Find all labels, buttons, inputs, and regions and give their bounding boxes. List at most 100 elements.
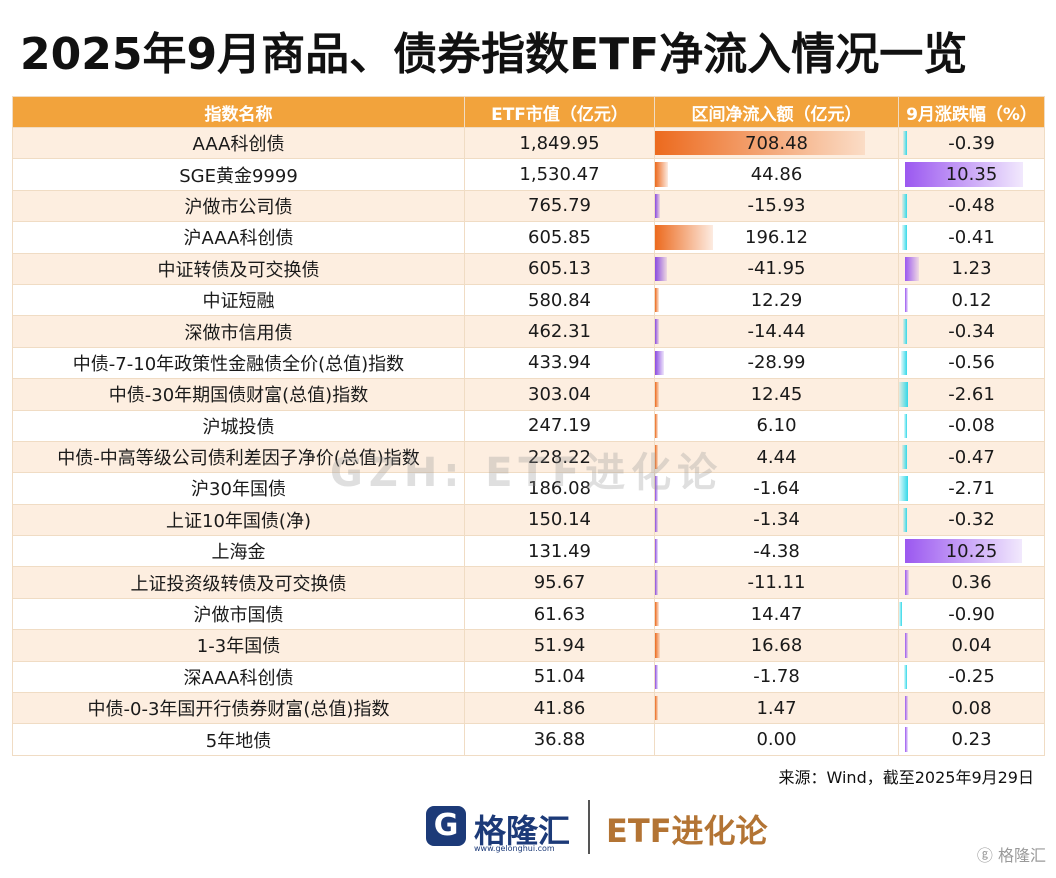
inflow-value-label: -1.34	[753, 509, 800, 531]
table-row: SGE黄金9999 1,530.47 44.86 10.35	[12, 158, 1045, 191]
source-note: 来源：Wind，截至2025年9月29日	[778, 768, 1034, 787]
cell-index-name: 中债-30年期国债财富(总值)指数	[12, 378, 465, 411]
inflow-value-label: 44.86	[750, 164, 803, 186]
change-data-bar	[901, 444, 907, 470]
change-value-label: 0.36	[951, 572, 992, 594]
change-value-label: 0.12	[951, 289, 992, 311]
table-row: 深AAA科创债 51.04 -1.78 -0.25	[12, 660, 1045, 694]
cell-sept-change: -2.71	[898, 472, 1045, 505]
cell-index-name: 中债-中高等级公司债利差因子净价(总值)指数	[12, 440, 465, 474]
cell-index-name: 沪AAA科创债	[12, 221, 465, 254]
table-row: 上证投资级转债及可交换债 95.67 -11.11 0.36	[12, 566, 1045, 599]
cell-sept-change: -0.08	[898, 409, 1045, 442]
change-value-label: 10.35	[945, 164, 998, 186]
inflow-value-label: 12.45	[750, 383, 803, 405]
header-index-name: 指数名称	[12, 96, 465, 128]
inflow-value-label: -1.78	[753, 666, 800, 688]
cell-net-inflow: 12.45	[654, 378, 899, 411]
change-value-label: 1.23	[951, 258, 992, 280]
logo-divider	[588, 800, 590, 854]
cell-market-value: 186.08	[464, 472, 655, 505]
logo-name: 格隆汇	[474, 812, 571, 850]
inflow-data-bar	[655, 664, 658, 690]
inflow-data-bar	[655, 193, 660, 219]
cell-sept-change: 10.25	[898, 535, 1045, 568]
table-row: 深做市信用债 462.31 -14.44 -0.34	[12, 315, 1045, 348]
cell-net-inflow: -28.99	[654, 346, 899, 380]
page-title: 2025年9月商品、债券指数ETF净流入情况一览	[20, 29, 968, 80]
cell-net-inflow: 1.47	[654, 692, 899, 725]
inflow-value-label: -28.99	[747, 352, 806, 374]
change-value-label: -2.71	[948, 477, 995, 499]
cell-sept-change: -0.41	[898, 221, 1045, 254]
change-data-bar	[899, 476, 909, 501]
cell-index-name: 上证10年国债(净)	[12, 503, 465, 537]
cell-index-name: 中债-0-3年国开行债券财富(总值)指数	[12, 692, 465, 725]
change-data-bar	[904, 413, 907, 438]
cell-sept-change: 10.35	[898, 158, 1045, 191]
cell-market-value: 462.31	[464, 315, 655, 348]
cell-sept-change: 1.23	[898, 252, 1045, 285]
inflow-data-bar	[655, 570, 659, 595]
table-row: 中债-30年期国债财富(总值)指数 303.04 12.45 -2.61	[12, 378, 1045, 411]
change-data-bar	[905, 633, 908, 658]
change-data-bar	[905, 570, 910, 595]
cell-sept-change: -0.47	[898, 440, 1045, 474]
cell-index-name: 沪30年国债	[12, 472, 465, 505]
cell-net-inflow: -1.78	[654, 660, 899, 694]
inflow-value-label: 14.47	[750, 603, 803, 625]
cell-sept-change: -0.34	[898, 315, 1045, 348]
inflow-data-bar	[655, 225, 714, 250]
cell-sept-change: 0.12	[898, 283, 1045, 317]
inflow-value-label: 4.44	[756, 446, 797, 468]
cell-market-value: 303.04	[464, 378, 655, 411]
change-value-label: 0.08	[951, 697, 992, 719]
change-value-label: -0.25	[948, 666, 995, 688]
cell-index-name: SGE黄金9999	[12, 158, 465, 191]
cell-sept-change: 0.36	[898, 566, 1045, 599]
cell-sept-change: -0.32	[898, 503, 1045, 537]
table-row: 1-3年国债 51.94 16.68 0.04	[12, 629, 1045, 662]
inflow-data-bar	[655, 601, 660, 627]
inflow-value-label: -41.95	[747, 258, 806, 280]
table-row: 沪城投债 247.19 6.10 -0.08	[12, 409, 1045, 442]
cell-market-value: 36.88	[464, 723, 655, 756]
cell-index-name: 沪城投债	[12, 409, 465, 442]
change-data-bar	[905, 287, 908, 313]
cell-net-inflow: -11.11	[654, 566, 899, 599]
cell-net-inflow: 4.44	[654, 440, 899, 474]
change-value-label: -0.08	[948, 415, 995, 437]
table-header-row: 指数名称 ETF市值（亿元） 区间净流入额（亿元） 9月涨跌幅（%）	[12, 96, 1045, 128]
inflow-data-bar	[655, 539, 658, 564]
change-data-bar	[904, 664, 907, 690]
cell-index-name: 中证转债及可交换债	[12, 252, 465, 285]
cell-net-inflow: 0.00	[654, 723, 899, 756]
change-value-label: -0.90	[948, 603, 995, 625]
change-value-label: -0.56	[948, 352, 995, 374]
cell-index-name: 沪做市国债	[12, 597, 465, 631]
inflow-data-bar	[655, 256, 668, 281]
inflow-data-bar	[655, 413, 658, 438]
cell-market-value: 247.19	[464, 409, 655, 442]
cell-market-value: 131.49	[464, 535, 655, 568]
brand-name: ETF进化论	[606, 812, 768, 850]
inflow-value-label: 12.29	[750, 289, 803, 311]
inflow-data-bar	[655, 131, 865, 156]
cell-market-value: 765.79	[464, 189, 655, 223]
cell-net-inflow: 12.29	[654, 283, 899, 317]
table-row: 中债-中高等级公司债利差因子净价(总值)指数 228.22 4.44 -0.47	[12, 440, 1045, 474]
table-body: AAA科创债 1,849.95 708.48 -0.39 SGE黄金9999 1,530.…	[12, 126, 1045, 756]
cell-index-name: 1-3年国债	[12, 629, 465, 662]
table-row: 上海金 131.49 -4.38 10.25	[12, 535, 1045, 568]
cell-net-inflow: 6.10	[654, 409, 899, 442]
cell-market-value: 433.94	[464, 346, 655, 380]
table-row: 中证短融 580.84 12.29 0.12	[12, 283, 1045, 317]
cell-market-value: 580.84	[464, 283, 655, 317]
change-value-label: -0.41	[948, 226, 995, 248]
table-row: 5年地债 36.88 0.00 0.23	[12, 723, 1045, 756]
cell-net-inflow: -41.95	[654, 252, 899, 285]
change-data-bar	[902, 225, 907, 250]
cell-market-value: 228.22	[464, 440, 655, 474]
header-market-value: ETF市值（亿元）	[464, 96, 655, 128]
cell-market-value: 51.94	[464, 629, 655, 662]
